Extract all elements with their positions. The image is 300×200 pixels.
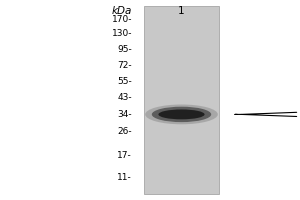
- Text: kDa: kDa: [112, 6, 132, 16]
- Text: 17-: 17-: [117, 150, 132, 160]
- Text: 55-: 55-: [117, 76, 132, 86]
- Text: 95-: 95-: [117, 45, 132, 53]
- Text: 34-: 34-: [117, 110, 132, 119]
- Text: 130-: 130-: [112, 28, 132, 38]
- Ellipse shape: [152, 107, 211, 122]
- Text: 26-: 26-: [117, 127, 132, 136]
- Text: 72-: 72-: [117, 60, 132, 70]
- Text: 1: 1: [178, 6, 185, 16]
- Ellipse shape: [158, 109, 205, 119]
- Text: 11-: 11-: [117, 172, 132, 182]
- Text: 43-: 43-: [117, 92, 132, 102]
- Ellipse shape: [145, 104, 218, 124]
- Bar: [144, 6, 219, 194]
- Text: 170-: 170-: [112, 16, 132, 24]
